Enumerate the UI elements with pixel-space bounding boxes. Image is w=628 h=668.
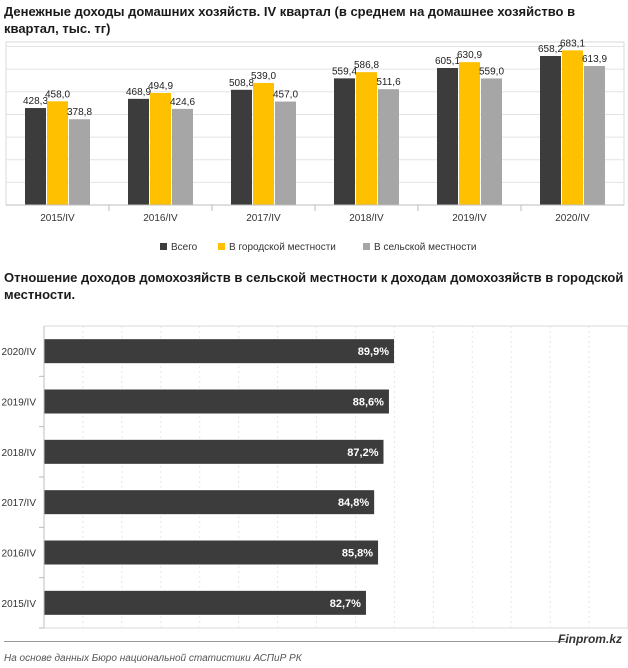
bar-urban bbox=[47, 101, 68, 205]
legend-swatch bbox=[363, 243, 370, 250]
y-tick-label: 2016/IV bbox=[2, 549, 37, 560]
legend-swatch bbox=[160, 243, 167, 250]
y-tick-label: 2018/IV bbox=[2, 448, 37, 459]
data-label: 658,2 bbox=[538, 44, 563, 55]
data-label: 511,6 bbox=[376, 77, 401, 88]
hbar bbox=[44, 439, 384, 464]
bar-total bbox=[128, 98, 149, 205]
x-tick-label: 2019/IV bbox=[452, 213, 487, 224]
bar-total bbox=[25, 108, 46, 205]
y-tick-label: 2020/IV bbox=[2, 347, 37, 358]
hbar bbox=[44, 590, 366, 615]
data-label: 468,9 bbox=[126, 87, 151, 98]
data-label: 458,0 bbox=[45, 89, 70, 100]
bar-rural bbox=[275, 101, 296, 205]
x-tick-label: 2016/IV bbox=[143, 213, 178, 224]
data-label: 494,9 bbox=[148, 81, 173, 92]
data-label: 84,8% bbox=[338, 497, 369, 509]
legend-swatch bbox=[218, 243, 225, 250]
x-tick-label: 2015/IV bbox=[40, 213, 75, 224]
brand-logo: Finprom.kz bbox=[557, 632, 622, 646]
data-label: 85,8% bbox=[342, 548, 373, 560]
data-label: 605,1 bbox=[435, 56, 460, 67]
data-label: 559,0 bbox=[479, 66, 504, 77]
bar-total bbox=[334, 78, 355, 205]
bar-rural bbox=[378, 89, 399, 205]
data-label: 457,0 bbox=[273, 90, 298, 101]
bar-urban bbox=[150, 92, 171, 205]
data-label: 82,7% bbox=[330, 598, 361, 610]
data-label: 683,1 bbox=[560, 38, 585, 49]
plot-area bbox=[43, 325, 628, 629]
bar-rural bbox=[69, 119, 90, 205]
x-tick-label: 2020/IV bbox=[555, 213, 590, 224]
bar-urban bbox=[253, 82, 274, 205]
y-tick-label: 2019/IV bbox=[2, 398, 37, 409]
bar-rural bbox=[481, 78, 502, 205]
bar-total bbox=[540, 55, 561, 206]
bar-urban bbox=[459, 62, 480, 205]
chart-title-income: Денежные доходы домашних хозяйств. IV кв… bbox=[4, 4, 576, 36]
hbar bbox=[44, 490, 375, 515]
legend-label: Всего bbox=[171, 242, 198, 253]
data-label: 539,0 bbox=[251, 71, 276, 82]
x-tick-label: 2017/IV bbox=[246, 213, 281, 224]
data-label: 613,9 bbox=[582, 54, 607, 65]
bar-total bbox=[231, 89, 252, 205]
plot-area bbox=[5, 41, 625, 206]
data-label: 88,6% bbox=[353, 397, 384, 409]
data-label: 87,2% bbox=[347, 447, 378, 459]
data-label: 508,8 bbox=[229, 78, 254, 89]
hbar bbox=[44, 540, 379, 565]
x-tick-label: 2018/IV bbox=[349, 213, 384, 224]
hbar bbox=[44, 389, 389, 414]
data-label: 630,9 bbox=[457, 50, 482, 61]
legend-label: В сельской местности bbox=[374, 242, 476, 253]
data-label: 559,4 bbox=[332, 66, 357, 77]
y-tick-label: 2015/IV bbox=[2, 599, 37, 610]
data-label: 378,8 bbox=[67, 107, 92, 118]
data-label: 586,8 bbox=[354, 60, 379, 71]
bar-rural bbox=[584, 66, 605, 205]
bar-urban bbox=[356, 72, 377, 205]
legend-label: В городской местности bbox=[229, 242, 336, 253]
data-label: 89,9% bbox=[358, 346, 389, 358]
data-label: 428,3 bbox=[23, 96, 48, 107]
data-label: 424,6 bbox=[170, 97, 195, 108]
bar-urban bbox=[562, 50, 583, 206]
footer-divider bbox=[4, 641, 568, 642]
chart-title-ratio: Отношение доходов домохозяйств в сельско… bbox=[4, 270, 624, 302]
source-note: На основе данных Бюро национальной стати… bbox=[4, 653, 302, 664]
y-tick-label: 2017/IV bbox=[2, 498, 37, 509]
bar-total bbox=[437, 68, 458, 205]
bar-rural bbox=[172, 108, 193, 205]
hbar bbox=[44, 339, 395, 364]
